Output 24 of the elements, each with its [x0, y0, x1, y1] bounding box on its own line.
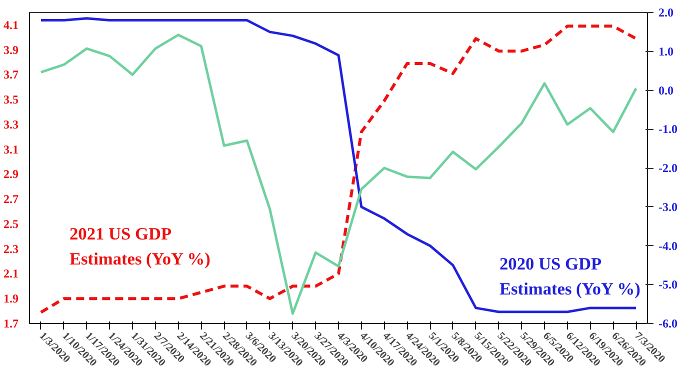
y-tick-label: 3.5 — [4, 92, 18, 107]
y2-tick-label: -2.0 — [658, 161, 678, 175]
y2-tick-label: 1.0 — [658, 44, 674, 58]
y-tick-label: 2.5 — [4, 216, 18, 231]
y2-tick-label: -6.0 — [658, 316, 678, 330]
y2-tick-label: -1.0 — [658, 122, 678, 136]
y-tick-label: 1.7 — [4, 316, 18, 330]
series-label: 2020 US GDP Estimates (YoY %) — [500, 254, 641, 298]
y-tick-label: 3.1 — [4, 142, 18, 156]
y-tick-label: 3.3 — [4, 117, 18, 132]
y-tick-label: 1.9 — [4, 292, 18, 306]
series-label: 2021 US GDP Estimates (YoY %) — [70, 224, 211, 268]
y-tick-label: 2.7 — [4, 192, 18, 206]
y2-tick-label: 0.0 — [658, 83, 674, 98]
y-tick-label: 3.9 — [4, 42, 18, 57]
y-tick-label: 4.1 — [4, 18, 18, 32]
y2-tick-label: -3.0 — [658, 200, 678, 214]
y-tick-label: 2.1 — [4, 266, 18, 281]
y-tick-label: 2.3 — [4, 242, 18, 256]
y-tick-label: 2.9 — [4, 167, 18, 182]
y-tick-label: 3.7 — [4, 68, 18, 82]
y2-tick-label: -4.0 — [658, 238, 678, 253]
y2-tick-label: 2.0 — [658, 6, 674, 20]
y2-tick-label: -5.0 — [658, 278, 678, 292]
